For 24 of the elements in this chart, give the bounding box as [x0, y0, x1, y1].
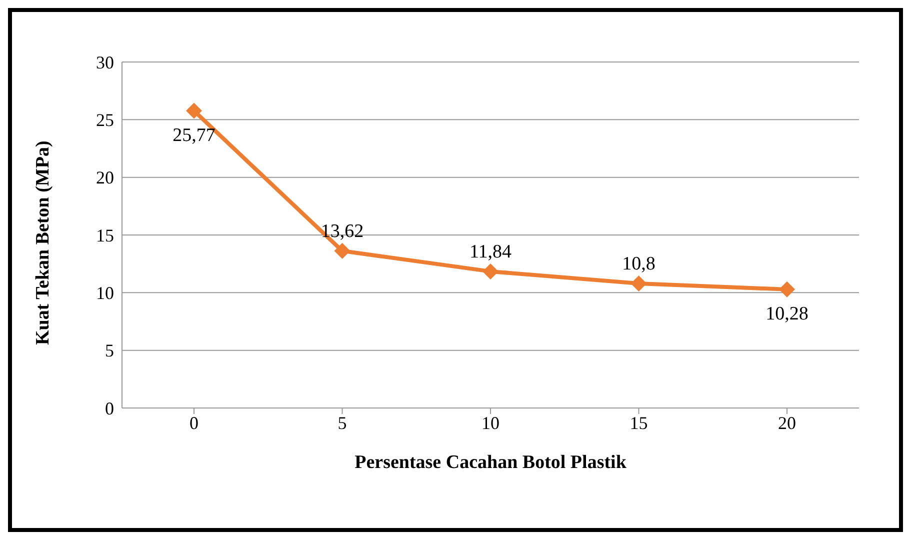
point — [482, 263, 498, 280]
x-tick-label: 0 — [190, 412, 198, 433]
point — [779, 281, 795, 298]
y-tick-label: 25 — [96, 110, 114, 130]
point — [334, 242, 350, 259]
x-tick-label: 10 — [482, 412, 500, 433]
data-label: 10,8 — [622, 253, 656, 274]
y-tick-label: 0 — [105, 398, 114, 418]
y-tick-label: 20 — [96, 168, 114, 188]
point — [630, 275, 647, 292]
y-tick-label: 5 — [105, 340, 114, 361]
x-tick-label: 5 — [338, 412, 347, 433]
point — [186, 102, 202, 119]
y-tick-label: 30 — [96, 52, 114, 72]
x-axis-title: Persentase Cacahan Botol Plastik — [354, 452, 627, 473]
data-label: 25,77 — [172, 124, 216, 146]
x-tick-label: 15 — [630, 412, 648, 433]
x-tick-label: 20 — [778, 412, 796, 433]
y-tick-label: 15 — [96, 225, 114, 246]
data-label: 13,62 — [320, 220, 364, 242]
data-label: 11,84 — [469, 241, 512, 262]
data-label: 10,28 — [766, 303, 808, 324]
y-axis-title: Kuat Tekan Beton (MPa) — [32, 140, 54, 345]
y-tick-label: 10 — [96, 283, 114, 304]
